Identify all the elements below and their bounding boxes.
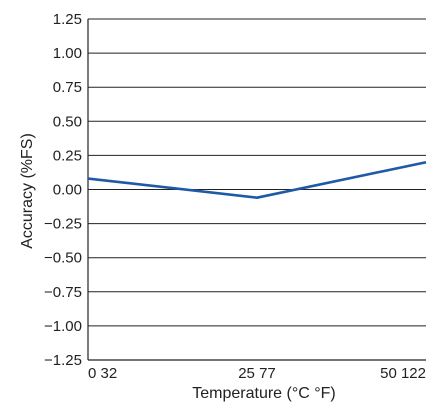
gridlines [88, 18, 426, 361]
y-tick-label: 0.75 [53, 79, 82, 96]
y-tick-label: 1.00 [53, 45, 82, 62]
series-lines [87, 160, 427, 199]
y-tick-label: −0.50 [44, 250, 82, 267]
y-tick-label: −1.25 [44, 352, 82, 369]
y-tick-labels: 1.25 1.00 0.75 0.50 0.25 0.00 −0.25 −0.50 −0.75 −… [44, 11, 82, 369]
y-axis-title: Accuracy (%FS) [19, 133, 36, 249]
y-tick-label: 0.00 [53, 182, 82, 199]
x-tick-label: 50 122 [380, 365, 426, 382]
series-line [87, 160, 427, 199]
y-tick-label: −0.25 [44, 216, 82, 233]
y-tick-label: 0.50 [53, 113, 82, 130]
y-tick-label: 1.25 [53, 11, 82, 28]
axes [87, 19, 426, 361]
y-tick-label: −0.75 [44, 284, 82, 301]
x-axis-title: Temperature (°C °F) [192, 385, 336, 402]
y-tick-label: 0.25 [53, 147, 82, 164]
y-tick-label: −1.00 [44, 318, 82, 335]
x-tick-labels: 0 32 25 77 50 122 [88, 365, 426, 382]
x-tick-label: 25 77 [238, 365, 276, 382]
x-tick-label: 0 32 [88, 365, 117, 382]
